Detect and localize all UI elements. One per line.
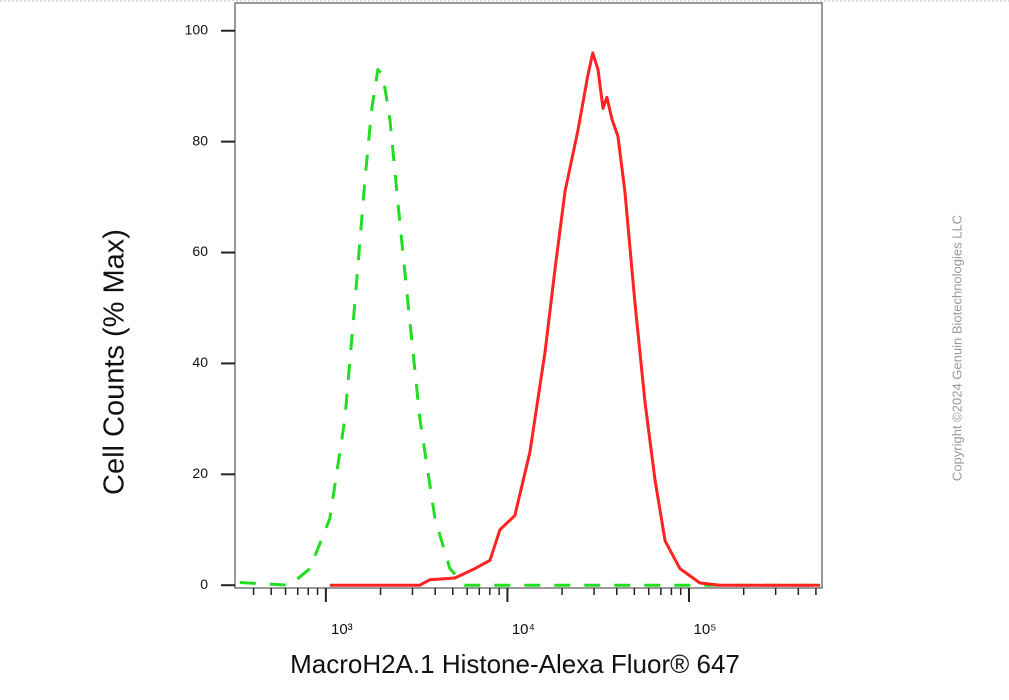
y-tick-label: 60 bbox=[192, 243, 208, 259]
histogram-line bbox=[329, 51, 821, 587]
y-axis-label: Cell Counts (% Max) bbox=[99, 229, 131, 495]
y-tick-label: 0 bbox=[200, 576, 208, 592]
y-tick-label: 80 bbox=[192, 132, 208, 148]
x-axis-label: MacroH2A.1 Histone-Alexa Fluor® 647 bbox=[290, 649, 740, 679]
x-tick-label: 10³ bbox=[331, 621, 353, 638]
y-tick-label: 20 bbox=[192, 465, 208, 481]
y-tick-label: 100 bbox=[185, 21, 209, 37]
x-tick-label: 10⁵ bbox=[694, 621, 717, 638]
copyright: Copyright ©2024 Genuin Biotechnologies L… bbox=[949, 215, 964, 481]
histogram-line bbox=[239, 68, 821, 587]
plot-frame bbox=[234, 2, 823, 589]
y-tick-label: 40 bbox=[192, 354, 208, 370]
x-tick-label: 10⁴ bbox=[512, 621, 535, 638]
